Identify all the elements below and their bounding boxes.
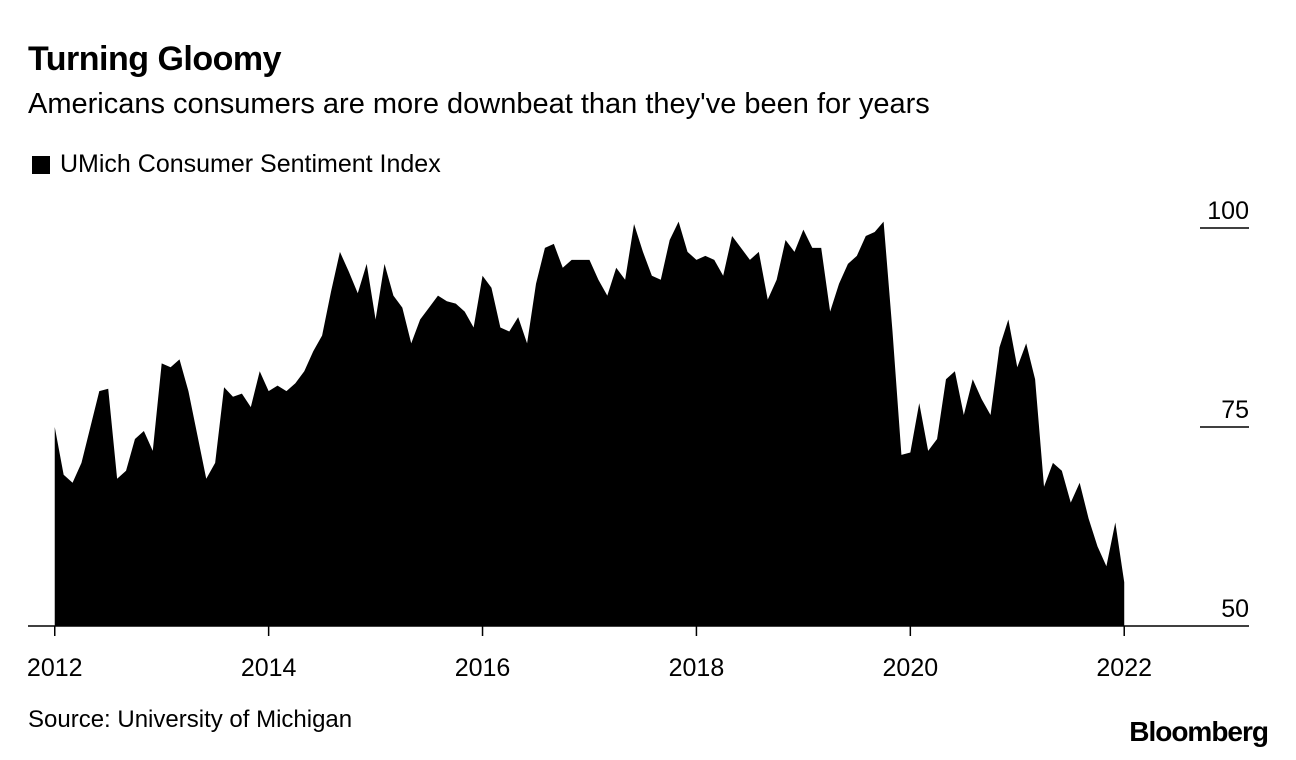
x-tick-label-2014: 2014 <box>241 654 297 682</box>
x-tick-label-2020: 2020 <box>883 654 939 682</box>
x-tick-label-2022: 2022 <box>1096 654 1152 682</box>
bloomberg-logo: Bloomberg <box>1129 716 1269 747</box>
x-tick-label-2012: 2012 <box>27 654 83 682</box>
legend-swatch <box>32 155 50 174</box>
source-note: Source: University of Michigan <box>28 706 353 733</box>
legend-label: UMich Consumer Sentiment Index <box>60 150 441 178</box>
legend: UMich Consumer Sentiment Index <box>32 150 441 179</box>
sentiment-area-series <box>54 221 1125 626</box>
y-tick-label-100: 100 <box>1207 197 1249 225</box>
chart-title: Turning Gloomy <box>28 40 282 78</box>
chart-subtitle: Americans consumers are more downbeat th… <box>28 88 930 120</box>
x-tick-label-2018: 2018 <box>669 654 725 682</box>
y-tick-label-50: 50 <box>1221 595 1249 623</box>
y-tick-label-75: 75 <box>1221 396 1249 424</box>
x-tick-label-2016: 2016 <box>455 654 511 682</box>
